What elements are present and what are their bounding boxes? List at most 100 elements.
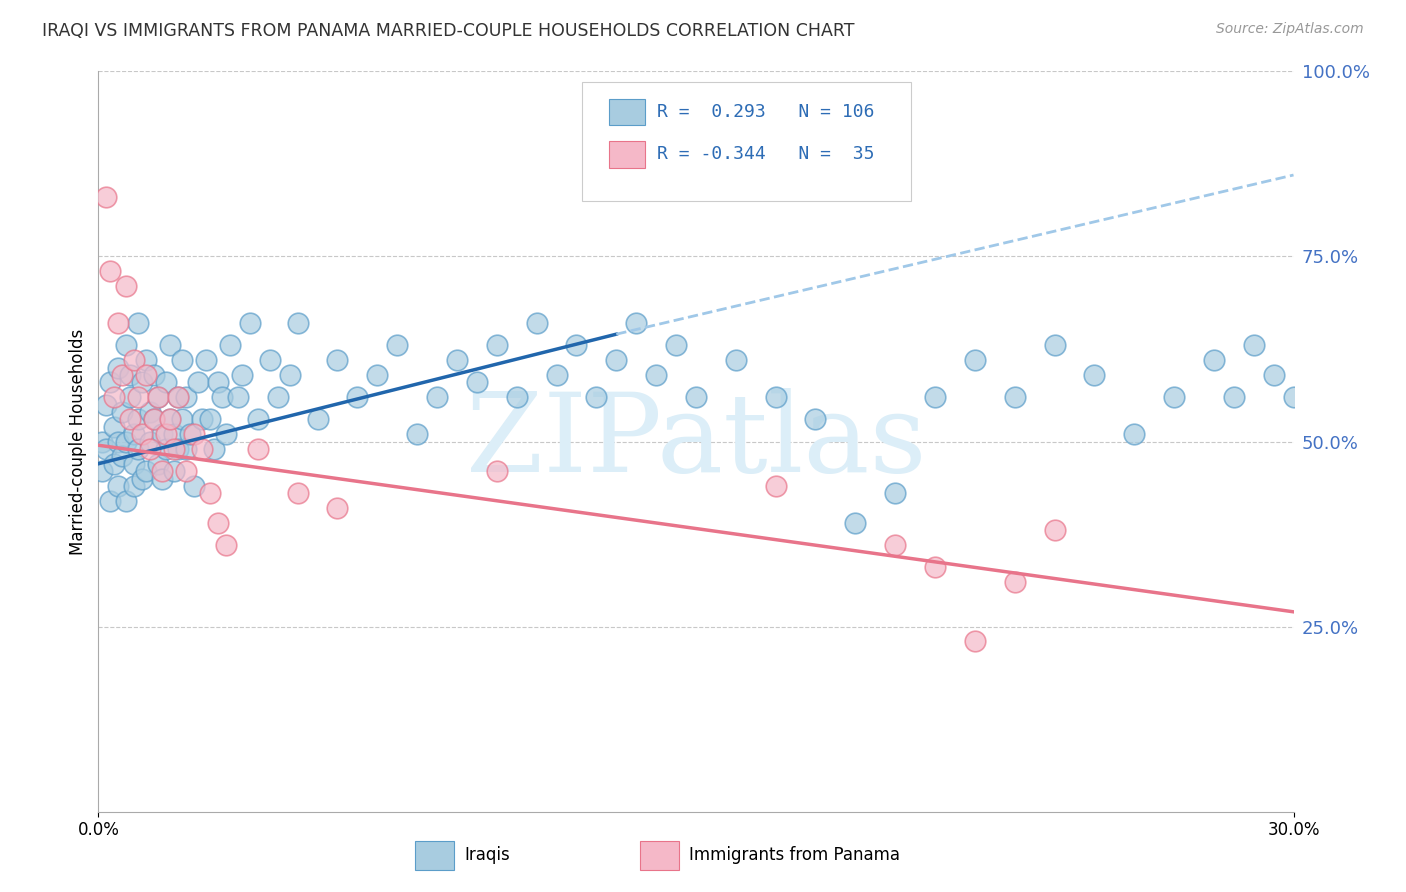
Point bbox=[278, 368, 301, 382]
Point bbox=[485, 338, 508, 352]
Point bbox=[626, 316, 648, 330]
Point bbox=[765, 479, 787, 493]
Point bbox=[326, 501, 349, 516]
Point bbox=[924, 560, 946, 574]
Text: Iraqis: Iraqis bbox=[464, 846, 510, 863]
Point bbox=[207, 516, 229, 530]
Point bbox=[103, 457, 125, 471]
Point bbox=[287, 486, 309, 500]
Point bbox=[124, 457, 146, 471]
Point bbox=[143, 412, 166, 426]
Point bbox=[506, 390, 529, 404]
Point bbox=[1043, 338, 1066, 352]
Text: Immigrants from Panama: Immigrants from Panama bbox=[689, 846, 900, 863]
Point bbox=[98, 376, 122, 390]
Point bbox=[526, 316, 548, 330]
Point bbox=[111, 450, 134, 464]
Point bbox=[215, 538, 238, 552]
Point bbox=[103, 390, 125, 404]
Point bbox=[1083, 368, 1105, 382]
Point bbox=[226, 390, 249, 404]
Point bbox=[246, 442, 269, 456]
Point bbox=[1282, 390, 1305, 404]
Point bbox=[163, 464, 186, 478]
Point bbox=[1004, 390, 1026, 404]
FancyBboxPatch shape bbox=[609, 99, 644, 126]
Point bbox=[191, 412, 214, 426]
Point bbox=[143, 368, 166, 382]
Point bbox=[91, 434, 114, 449]
Point bbox=[267, 390, 290, 404]
Point bbox=[685, 390, 707, 404]
Point bbox=[124, 353, 146, 368]
Point bbox=[96, 398, 118, 412]
Point bbox=[202, 442, 225, 456]
Point bbox=[163, 442, 186, 456]
Point bbox=[115, 434, 138, 449]
Y-axis label: Married-couple Households: Married-couple Households bbox=[69, 328, 87, 555]
Point bbox=[167, 390, 190, 404]
Point bbox=[219, 338, 242, 352]
Point bbox=[1123, 427, 1146, 442]
Text: ZIPatlas: ZIPatlas bbox=[465, 388, 927, 495]
Point bbox=[446, 353, 468, 368]
Point bbox=[346, 390, 368, 404]
Point bbox=[120, 412, 142, 426]
Point bbox=[1302, 338, 1324, 352]
Point bbox=[924, 390, 946, 404]
Point bbox=[131, 471, 153, 485]
Point bbox=[174, 390, 197, 404]
Point bbox=[107, 434, 129, 449]
Point bbox=[150, 471, 173, 485]
Point bbox=[139, 442, 162, 456]
Point bbox=[135, 368, 157, 382]
Point bbox=[91, 464, 114, 478]
Point bbox=[159, 412, 181, 426]
Point bbox=[215, 427, 238, 442]
Point bbox=[1263, 368, 1285, 382]
Point bbox=[326, 353, 349, 368]
Point bbox=[115, 279, 138, 293]
Point bbox=[159, 338, 181, 352]
Point bbox=[98, 493, 122, 508]
Point bbox=[1322, 368, 1344, 382]
Point bbox=[148, 390, 170, 404]
Point bbox=[485, 464, 508, 478]
Point bbox=[183, 427, 205, 442]
Point bbox=[239, 316, 262, 330]
Text: R =  0.293   N = 106: R = 0.293 N = 106 bbox=[657, 103, 875, 121]
Point bbox=[187, 376, 209, 390]
Point bbox=[426, 390, 449, 404]
Point bbox=[183, 479, 205, 493]
Point bbox=[231, 368, 253, 382]
Point bbox=[366, 368, 388, 382]
Point bbox=[246, 412, 269, 426]
Point bbox=[804, 412, 827, 426]
Point bbox=[645, 368, 668, 382]
Point bbox=[131, 427, 153, 442]
Point bbox=[724, 353, 747, 368]
Point bbox=[111, 368, 134, 382]
Point bbox=[546, 368, 568, 382]
FancyBboxPatch shape bbox=[582, 82, 911, 201]
Point bbox=[115, 338, 138, 352]
Point bbox=[884, 538, 907, 552]
Point bbox=[96, 442, 118, 456]
Point bbox=[172, 353, 194, 368]
Point bbox=[124, 427, 146, 442]
Point bbox=[124, 479, 146, 493]
Point bbox=[120, 368, 142, 382]
Point bbox=[198, 486, 221, 500]
Point bbox=[207, 376, 229, 390]
Point bbox=[148, 390, 170, 404]
Point bbox=[1004, 575, 1026, 590]
Point bbox=[107, 316, 129, 330]
Point bbox=[131, 376, 153, 390]
Point bbox=[195, 353, 218, 368]
Point bbox=[174, 464, 197, 478]
Point bbox=[605, 353, 627, 368]
Point bbox=[1202, 353, 1225, 368]
Point bbox=[884, 486, 907, 500]
Point bbox=[155, 442, 177, 456]
Point bbox=[139, 405, 162, 419]
